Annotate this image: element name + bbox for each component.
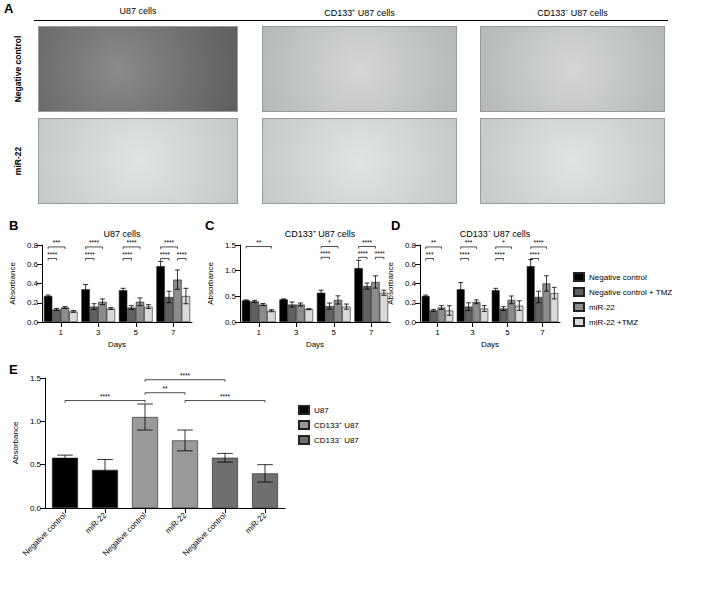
svg-text:U87 cells: U87 cells — [103, 229, 141, 239]
svg-text:****: **** — [530, 251, 541, 258]
svg-text:C: C — [205, 218, 215, 233]
svg-text:Negative control: Negative control — [21, 511, 68, 558]
html-text:CD133⁺ U87 cells: CD133⁺ U87 cells — [324, 8, 395, 18]
svg-text:***: *** — [465, 239, 473, 246]
svg-text:0.2: 0.2 — [27, 298, 39, 307]
svg-text:**: ** — [162, 385, 168, 392]
svg-text:CD133⁺ U87: CD133⁺ U87 — [314, 421, 359, 430]
svg-text:7: 7 — [369, 328, 374, 337]
svg-text:****: **** — [85, 251, 96, 258]
svg-text:****: **** — [89, 239, 100, 246]
html-text:Negative control: Negative control — [13, 35, 23, 103]
svg-text:miR-22: miR-22 — [84, 510, 109, 535]
svg-text:****: **** — [100, 393, 111, 400]
svg-text:0.2: 0.2 — [405, 298, 417, 307]
svg-text:****: **** — [164, 239, 175, 246]
svg-text:5: 5 — [134, 328, 139, 337]
html-text:U87 cells: U87 cells — [119, 6, 157, 16]
svg-text:0.5: 0.5 — [225, 292, 237, 301]
svg-text:*: * — [502, 239, 505, 246]
svg-text:1.5: 1.5 — [225, 241, 237, 250]
svg-text:0.0: 0.0 — [27, 318, 39, 327]
svg-text:CD133⁻ U87 cells: CD133⁻ U87 cells — [460, 229, 531, 239]
svg-text:0.0: 0.0 — [225, 318, 237, 327]
svg-text:Negative control: Negative control — [589, 273, 647, 282]
svg-text:7: 7 — [540, 328, 545, 337]
svg-text:Absorbance: Absorbance — [11, 421, 20, 464]
svg-text:*: * — [328, 239, 331, 246]
html-text:A: A — [4, 1, 14, 16]
svg-text:5: 5 — [505, 328, 510, 337]
svg-text:1.0: 1.0 — [225, 266, 237, 275]
svg-text:7: 7 — [171, 328, 176, 337]
svg-text:***: *** — [426, 251, 434, 258]
svg-text:1: 1 — [435, 328, 440, 337]
svg-text:B: B — [9, 218, 18, 233]
svg-text:1: 1 — [59, 328, 64, 337]
svg-text:1.0: 1.0 — [30, 417, 42, 426]
svg-text:E: E — [9, 362, 18, 377]
svg-text:****: **** — [177, 251, 188, 258]
svg-text:Absorbance: Absorbance — [385, 262, 395, 305]
svg-text:miR-22 +TMZ: miR-22 +TMZ — [589, 318, 638, 327]
svg-text:**: ** — [256, 239, 262, 246]
svg-text:0.6: 0.6 — [405, 260, 417, 269]
svg-text:Days: Days — [306, 340, 324, 349]
html-text:miR-22: miR-22 — [13, 146, 23, 176]
svg-text:0.0: 0.0 — [405, 318, 417, 327]
svg-text:****: **** — [375, 250, 386, 257]
svg-text:****: **** — [460, 251, 471, 258]
svg-text:3: 3 — [470, 328, 475, 337]
svg-text:****: **** — [126, 239, 137, 246]
svg-text:Days: Days — [481, 340, 499, 349]
svg-text:miR-22: miR-22 — [589, 303, 615, 312]
svg-text:3: 3 — [294, 328, 299, 337]
svg-text:CD133⁺ U87 cells: CD133⁺ U87 cells — [285, 229, 356, 239]
svg-text:****: **** — [358, 250, 369, 257]
svg-text:miR-22: miR-22 — [244, 510, 269, 535]
svg-text:0.8: 0.8 — [27, 241, 39, 250]
svg-text:Negative control: Negative control — [101, 511, 148, 558]
html-text:CD133⁻ U87 cells: CD133⁻ U87 cells — [537, 8, 608, 18]
svg-text:Negative control: Negative control — [181, 511, 228, 558]
svg-text:Negative control + TMZ: Negative control + TMZ — [589, 288, 672, 297]
svg-text:CD133⁻ U87: CD133⁻ U87 — [314, 436, 359, 445]
svg-text:****: **** — [47, 251, 58, 258]
svg-text:Absorbance: Absorbance — [206, 262, 215, 305]
svg-text:1.5: 1.5 — [30, 374, 42, 383]
svg-text:****: **** — [362, 239, 373, 246]
svg-text:U87: U87 — [314, 406, 329, 415]
svg-text:****: **** — [160, 251, 171, 258]
svg-text:****: **** — [320, 250, 331, 257]
svg-text:3: 3 — [96, 328, 101, 337]
svg-text:****: **** — [534, 239, 545, 246]
svg-text:1: 1 — [257, 328, 262, 337]
svg-text:0.0: 0.0 — [30, 504, 42, 513]
svg-text:****: **** — [180, 372, 191, 379]
svg-text:0.8: 0.8 — [405, 241, 417, 250]
svg-text:D: D — [391, 218, 400, 233]
svg-text:***: *** — [53, 239, 61, 246]
svg-text:Absorbance: Absorbance — [8, 262, 17, 305]
svg-text:**: ** — [431, 239, 437, 246]
svg-text:Days: Days — [108, 340, 126, 349]
svg-text:0.4: 0.4 — [405, 279, 417, 288]
svg-text:****: **** — [220, 393, 231, 400]
svg-text:0.4: 0.4 — [27, 279, 39, 288]
svg-text:miR-22: miR-22 — [164, 510, 189, 535]
svg-text:****: **** — [495, 251, 506, 258]
svg-text:5: 5 — [332, 328, 337, 337]
svg-text:****: **** — [122, 251, 133, 258]
svg-text:0.6: 0.6 — [27, 260, 39, 269]
svg-text:0.5: 0.5 — [30, 460, 42, 469]
